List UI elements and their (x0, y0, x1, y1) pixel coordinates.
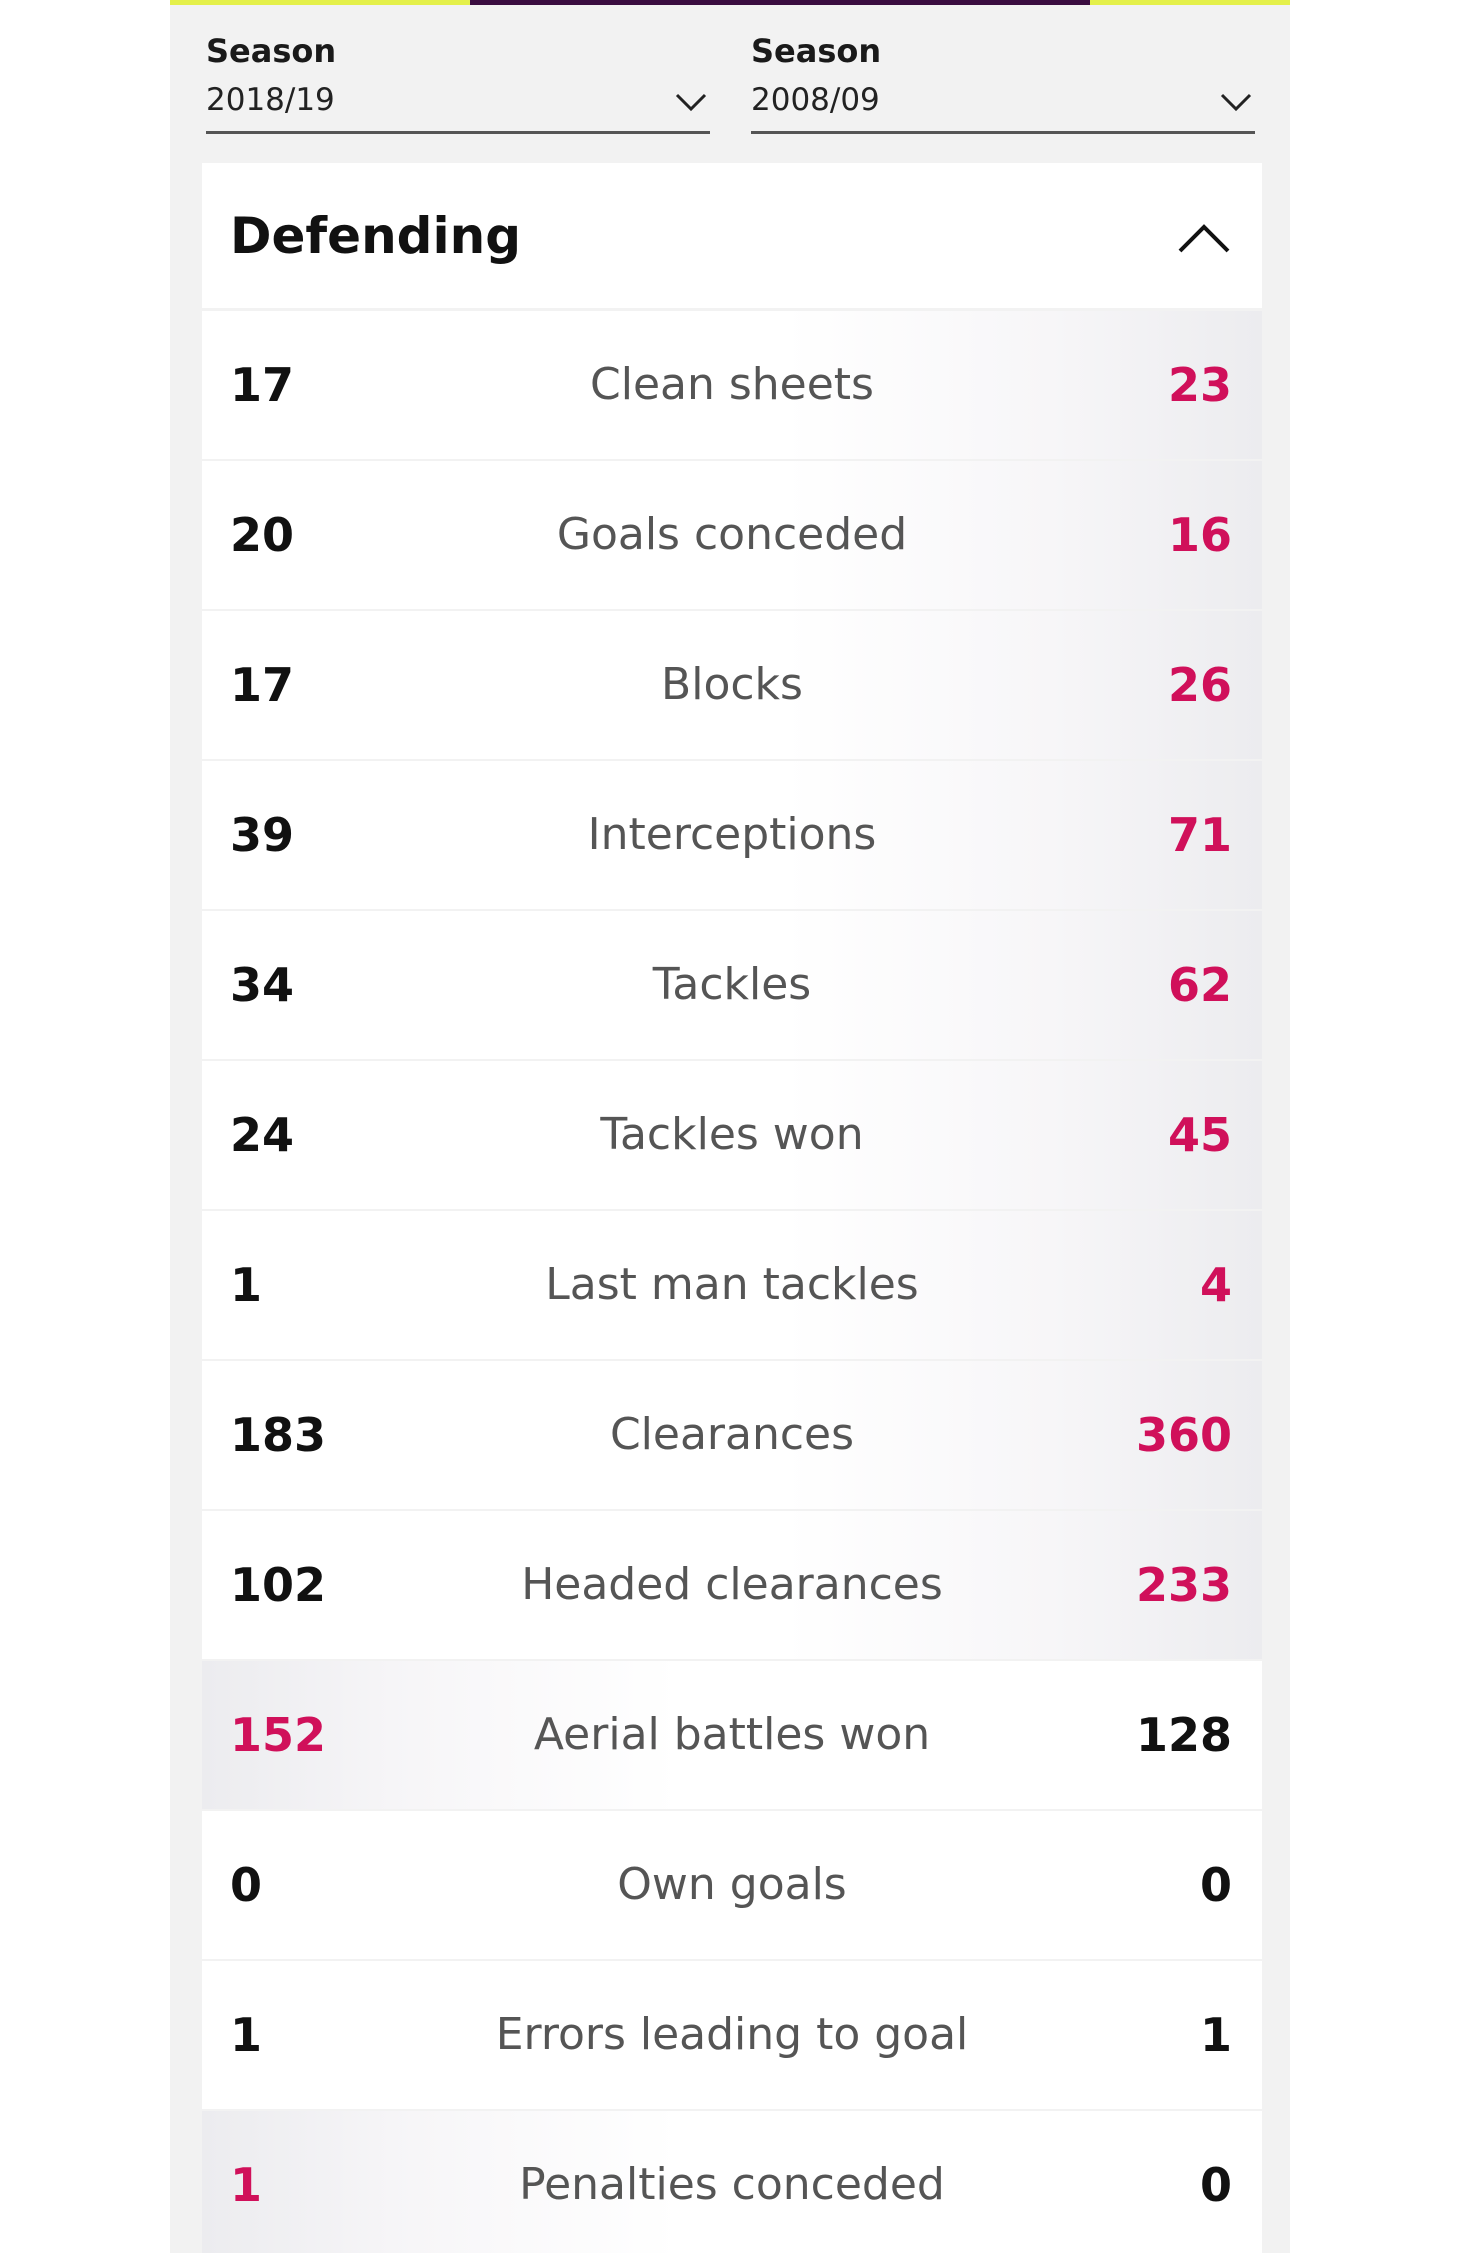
season-select-left[interactable]: Season 2018/19 (206, 30, 710, 134)
season-select-label: Season (206, 32, 337, 70)
stat-value-right: 4 (1199, 1258, 1232, 1312)
stat-row: 34 Tackles 62 (202, 911, 1262, 1059)
stat-value-left: 1 (230, 1258, 263, 1312)
stat-value-right: 23 (1167, 358, 1232, 412)
season-select-label: Season (751, 32, 882, 70)
stat-row: 1 Errors leading to goal 1 (202, 1961, 1262, 2109)
stat-row: 152 Aerial battles won 128 (202, 1661, 1262, 1809)
stat-value-left: 183 (230, 1408, 327, 1462)
stat-label: Blocks (661, 659, 803, 710)
stat-row: 24 Tackles won 45 (202, 1061, 1262, 1209)
stat-label: Last man tackles (545, 1259, 919, 1310)
stat-value-right: 233 (1135, 1558, 1232, 1612)
defending-section: Defending 17 Clean sheets 23 20 Goals conced… (202, 163, 1262, 2253)
stat-label: Clean sheets (590, 359, 874, 410)
stat-row: 0 Own goals 0 (202, 1811, 1262, 1959)
stat-value-left: 39 (230, 808, 295, 862)
stat-label: Own goals (617, 1859, 847, 1910)
stat-value-left: 152 (230, 1708, 327, 1762)
stat-value-left: 1 (230, 2008, 263, 2062)
stat-value-left: 17 (230, 358, 295, 412)
stat-label: Interceptions (587, 809, 877, 860)
stat-row: 20 Goals conceded 16 (202, 461, 1262, 609)
brand-accent-left (170, 0, 470, 5)
stat-label: Goals conceded (556, 509, 908, 560)
stat-value-right: 16 (1167, 508, 1232, 562)
brand-accent-right (1090, 0, 1290, 5)
stat-value-left: 34 (230, 958, 295, 1012)
stat-row: 102 Headed clearances 233 (202, 1511, 1262, 1659)
section-title: Defending (230, 207, 521, 265)
stat-row: 17 Clean sheets 23 (202, 311, 1262, 459)
chevron-up-icon[interactable] (1176, 221, 1232, 255)
stat-row: 39 Interceptions 71 (202, 761, 1262, 909)
stat-row: 1 Last man tackles 4 (202, 1211, 1262, 1359)
stat-row: 1 Penalties conceded 0 (202, 2111, 1262, 2253)
stat-value-right: 71 (1167, 808, 1232, 862)
section-header[interactable]: Defending (202, 163, 1262, 308)
stat-value-left: 102 (230, 1558, 327, 1612)
stat-value-right: 0 (1199, 1858, 1232, 1912)
stat-value-right: 360 (1135, 1408, 1232, 1462)
chevron-down-icon (1220, 93, 1252, 112)
season-select-right[interactable]: Season 2008/09 (751, 30, 1255, 134)
season-select-value: 2018/19 (206, 82, 335, 118)
stat-value-right: 26 (1167, 658, 1232, 712)
stat-value-left: 24 (230, 1108, 295, 1162)
chevron-down-icon (675, 93, 707, 112)
stat-row: 183 Clearances 360 (202, 1361, 1262, 1509)
stat-value-left: 1 (230, 2158, 263, 2212)
stat-value-right: 128 (1135, 1708, 1232, 1762)
season-select-value: 2008/09 (751, 82, 880, 118)
stat-label: Errors leading to goal (495, 2009, 969, 2060)
stats-comparison-panel: Season 2018/19 Season 2008/09 Defending … (170, 0, 1290, 2253)
stat-row: 17 Blocks 26 (202, 611, 1262, 759)
stat-value-left: 0 (230, 1858, 263, 1912)
stat-label: Headed clearances (521, 1559, 943, 1610)
stat-label: Clearances (609, 1409, 855, 1460)
stat-value-right: 1 (1199, 2008, 1232, 2062)
stat-value-right: 62 (1167, 958, 1232, 1012)
stat-label: Penalties conceded (519, 2159, 945, 2210)
stat-label: Aerial battles won (533, 1709, 931, 1760)
stats-list: 17 Clean sheets 23 20 Goals conceded 16 17 Bloc… (202, 311, 1262, 2253)
stat-value-left: 17 (230, 658, 295, 712)
stat-value-left: 20 (230, 508, 295, 562)
stat-label: Tackles won (600, 1109, 864, 1160)
stat-value-right: 0 (1199, 2158, 1232, 2212)
stat-value-right: 45 (1167, 1108, 1232, 1162)
stat-label: Tackles (652, 959, 812, 1010)
brand-top-bar (170, 0, 1290, 5)
